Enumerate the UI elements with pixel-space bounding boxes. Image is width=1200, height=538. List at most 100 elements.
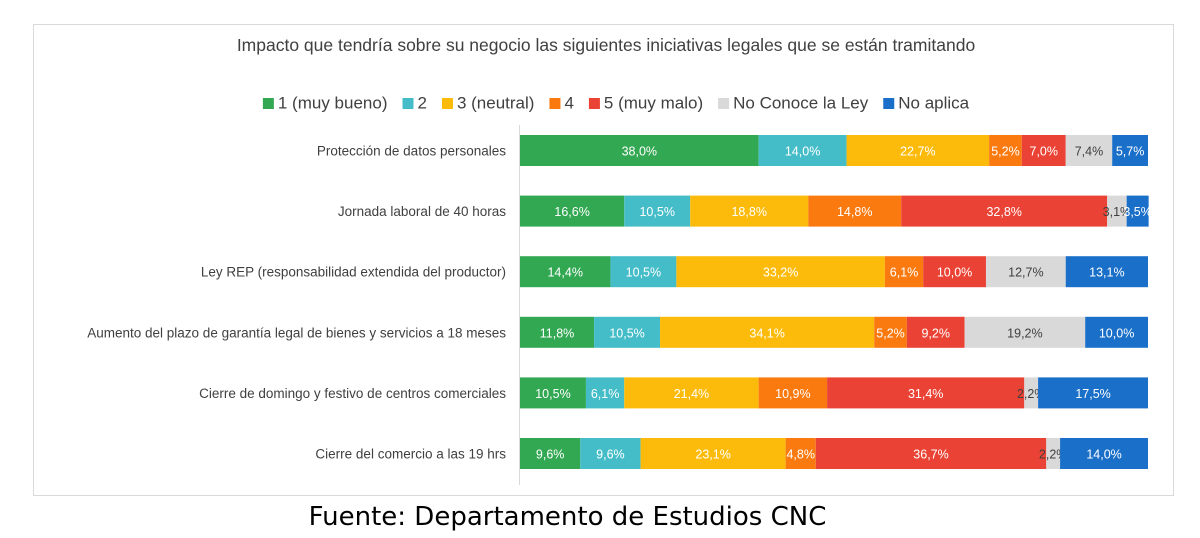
data-label: 14,4% [547, 266, 582, 280]
data-label: 19,2% [1007, 326, 1042, 340]
bar-segment [585, 377, 625, 409]
data-label: 11,8% [540, 326, 575, 340]
data-label: 10,5% [535, 387, 570, 401]
legend-swatch [718, 98, 730, 109]
bar-segment [964, 316, 1086, 348]
bar-segment [1065, 135, 1113, 166]
data-label: 36,7% [913, 448, 948, 462]
bar-segment [808, 195, 902, 227]
bar-segment [923, 256, 986, 288]
bar-segment [1126, 195, 1149, 227]
data-label: 5,7% [1116, 145, 1145, 159]
legend-item: No Conoce la Ley [718, 94, 869, 113]
stacked-bar-chart: Impacto que tendría sobre su negocio las… [87, 35, 1152, 485]
data-label: 21,4% [674, 387, 709, 401]
legend-label: No aplica [898, 94, 969, 113]
data-label: 4,8% [786, 448, 815, 462]
data-label: 3,5% [1123, 205, 1152, 219]
legend-item: 4 [549, 94, 574, 113]
legend-item: 1 (muy bueno) [262, 94, 388, 113]
bar-segment [520, 316, 595, 348]
data-label: 14,0% [1086, 448, 1121, 462]
data-label: 7,4% [1075, 145, 1104, 159]
legend-swatch [549, 98, 561, 109]
data-label: 16,6% [554, 205, 589, 219]
legend-label: 5 (muy malo) [604, 94, 703, 113]
bar-segment [1085, 316, 1148, 348]
data-label: 9,6% [596, 448, 625, 462]
legend-label: 3 (neutral) [457, 94, 534, 113]
data-label: 18,8% [731, 205, 766, 219]
bar-segment [594, 316, 661, 348]
data-label: 10,0% [1099, 326, 1134, 340]
bar-segment [1038, 377, 1148, 409]
data-label: 10,5% [609, 326, 644, 340]
bar-segment [884, 256, 924, 288]
data-label: 31,4% [908, 387, 943, 401]
chart-frame: Impacto que tendría sobre su negocio las… [33, 24, 1174, 496]
bar-segment [758, 377, 828, 409]
bar-segment [1024, 377, 1039, 409]
data-label: 3,1% [1103, 205, 1132, 219]
bar-segment [1060, 438, 1148, 469]
bar-segment [520, 135, 759, 166]
bar-segment [580, 438, 641, 469]
data-label: 10,5% [639, 205, 674, 219]
bar-segment [985, 256, 1066, 288]
legend: 1 (muy bueno) 2 3 (neutral) 4 5 (muy malo) No… [262, 94, 970, 113]
data-label: 14,0% [785, 145, 820, 159]
data-label: 10,0% [937, 266, 972, 280]
data-label: 9,6% [536, 448, 565, 462]
category-label: Ley REP (responsabilidad extendida del p… [201, 265, 506, 280]
data-label: 17,5% [1075, 387, 1110, 401]
legend-swatch [883, 98, 895, 109]
bar-segment [520, 256, 611, 288]
legend-item: 3 (neutral) [441, 94, 534, 113]
bar-segment [901, 195, 1108, 227]
legend-label: 4 [564, 94, 573, 113]
data-label: 12,7% [1008, 266, 1043, 280]
legend-swatch [588, 98, 600, 109]
category-label: Cierre de domingo y festivo de centros c… [199, 386, 506, 401]
category-label: Jornada laboral de 40 horas [338, 204, 506, 219]
data-label: 14,8% [837, 205, 872, 219]
bar-segment [906, 316, 965, 348]
bar-segment [640, 438, 786, 469]
chart-title: Impacto que tendría sobre su negocio las… [237, 35, 975, 55]
legend-label: 1 (muy bueno) [278, 94, 388, 113]
data-label: 13,1% [1089, 266, 1124, 280]
legend-item: 5 (muy malo) [588, 94, 703, 113]
legend-item: No aplica [883, 94, 970, 113]
category-label: Cierre del comercio a las 19 hrs [315, 447, 506, 462]
bar-segment [624, 377, 759, 409]
data-label: 9,2% [921, 326, 950, 340]
category-label: Aumento del plazo de garantía legal de b… [87, 325, 506, 340]
bar-segment [785, 438, 816, 469]
data-label: 5,2% [991, 145, 1020, 159]
data-label: 23,1% [695, 448, 730, 462]
legend-item: 2 [402, 94, 427, 113]
bar-segment [1107, 195, 1127, 227]
bar-segment [815, 438, 1047, 469]
bar-segment [827, 377, 1025, 409]
bar-segment [1021, 135, 1066, 166]
data-label: 38,0% [622, 145, 657, 159]
legend-swatch [262, 98, 274, 109]
bar-segment [1046, 438, 1061, 469]
bar-segment [610, 256, 677, 288]
bar-segment [1112, 135, 1148, 166]
bar-segment [690, 195, 809, 227]
source-note: Fuente: Departamento de Estudios CNC [308, 502, 827, 532]
bar-segment [989, 135, 1022, 166]
category-label: Protección de datos personales [317, 144, 506, 159]
bar-segment [520, 195, 625, 227]
legend-swatch [441, 98, 453, 109]
legend-label: No Conoce la Ley [733, 94, 869, 113]
data-label: 34,1% [749, 326, 784, 340]
bar-segment [624, 195, 691, 227]
data-label: 22,7% [900, 145, 935, 159]
data-label: 33,2% [763, 266, 798, 280]
data-label: 10,9% [775, 387, 810, 401]
bar-segment [520, 438, 581, 469]
data-label: 32,8% [986, 205, 1021, 219]
